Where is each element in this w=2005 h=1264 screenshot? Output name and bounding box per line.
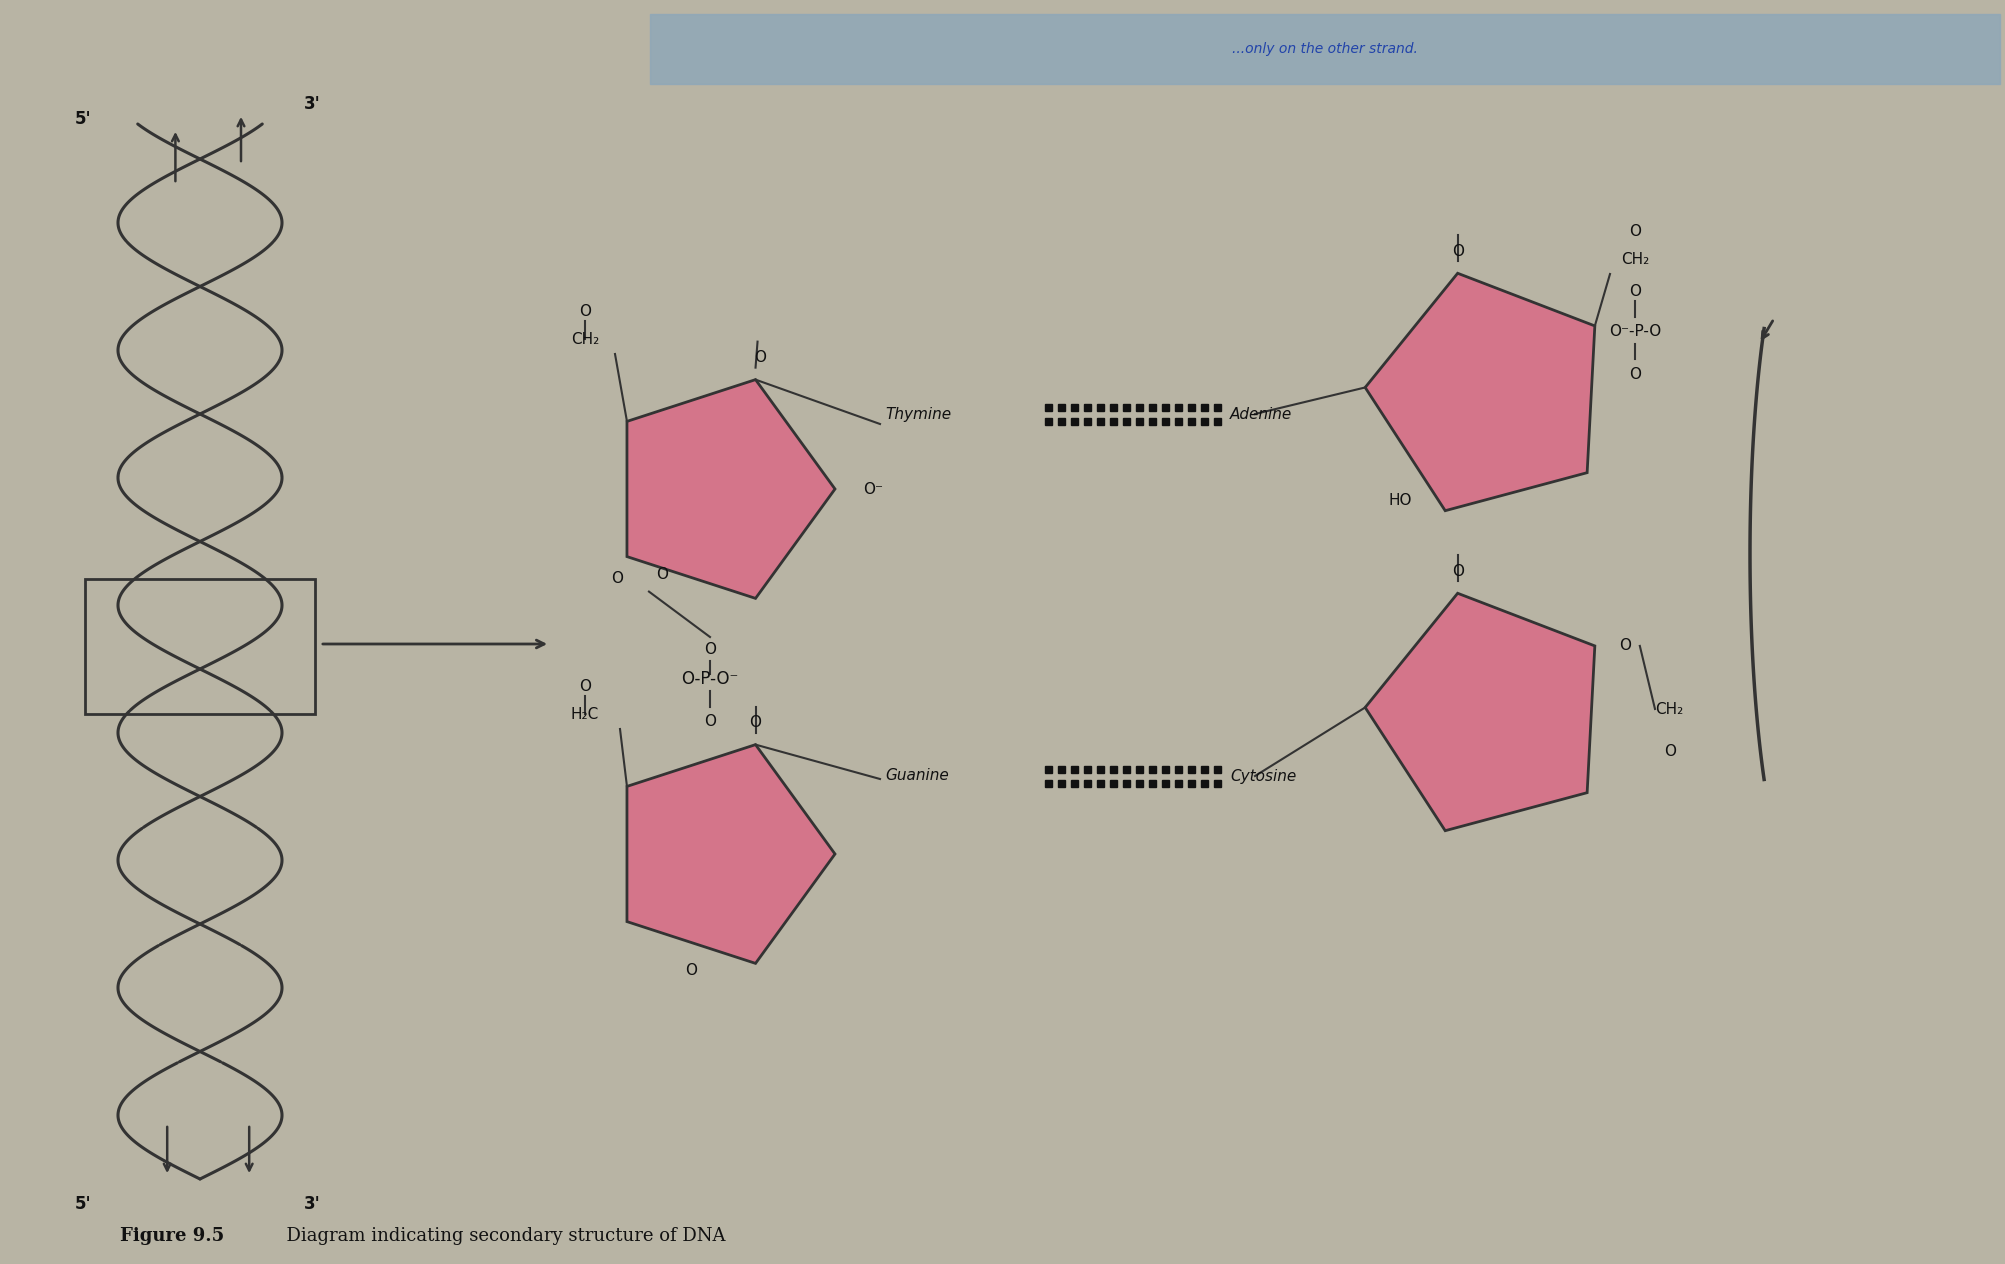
Bar [1135, 766, 1143, 772]
Bar [1071, 780, 1077, 786]
Text: H₂C: H₂C [571, 707, 599, 722]
Bar [1213, 766, 1221, 772]
Polygon shape [1365, 593, 1594, 830]
Text: O: O [1618, 638, 1630, 653]
Bar [1057, 766, 1065, 772]
Bar [1161, 403, 1169, 411]
Text: Guanine: Guanine [884, 769, 948, 784]
Bar [1123, 766, 1129, 772]
Text: O: O [686, 963, 698, 978]
Text: O: O [1628, 283, 1640, 298]
Text: O⁻-P-O: O⁻-P-O [1608, 324, 1660, 339]
Bar [1213, 780, 1221, 786]
Bar [1123, 403, 1129, 411]
Bar [1161, 766, 1169, 772]
Bar [1057, 403, 1065, 411]
Bar [1045, 766, 1051, 772]
Text: Diagram indicating secondary structure of DNA: Diagram indicating secondary structure o… [275, 1227, 726, 1245]
Text: O: O [704, 713, 716, 728]
Text: CH₂: CH₂ [1654, 702, 1682, 717]
Bar [1175, 403, 1181, 411]
Text: O: O [754, 350, 766, 365]
Bar [1057, 780, 1065, 786]
Text: O: O [579, 679, 591, 694]
Text: Figure 9.5: Figure 9.5 [120, 1227, 225, 1245]
Text: O: O [704, 642, 716, 656]
Bar [1109, 766, 1117, 772]
Text: Cytosine: Cytosine [1229, 769, 1295, 784]
Bar [1187, 780, 1195, 786]
Text: 5': 5' [74, 110, 92, 128]
Bar [1149, 766, 1155, 772]
Text: 5': 5' [74, 1194, 92, 1213]
Polygon shape [628, 744, 834, 963]
Bar [1149, 780, 1155, 786]
Bar [84, 579, 315, 714]
Bar [1187, 417, 1195, 425]
Bar [1109, 403, 1117, 411]
Bar [1201, 403, 1207, 411]
Bar [1097, 766, 1103, 772]
Text: O⁻: O⁻ [862, 482, 882, 497]
Bar [1123, 417, 1129, 425]
Bar [1057, 417, 1065, 425]
Text: 3': 3' [303, 95, 321, 112]
Text: O: O [1452, 564, 1464, 579]
Polygon shape [628, 379, 834, 598]
Bar [1071, 417, 1077, 425]
Bar [1083, 766, 1091, 772]
Text: O: O [579, 303, 591, 319]
Text: O-P-O⁻: O-P-O⁻ [682, 670, 738, 688]
Bar [1187, 766, 1195, 772]
Bar [1083, 403, 1091, 411]
Bar [1175, 780, 1181, 786]
Bar [1149, 403, 1155, 411]
Bar [650, 14, 1999, 83]
Text: O: O [1452, 244, 1464, 259]
Text: O: O [750, 715, 762, 731]
Bar [1135, 417, 1143, 425]
Bar [1201, 780, 1207, 786]
Bar [1175, 766, 1181, 772]
Text: Adenine: Adenine [1229, 407, 1291, 421]
Text: O: O [1628, 367, 1640, 382]
Polygon shape [1365, 273, 1594, 511]
Bar [1161, 780, 1169, 786]
Bar [1045, 403, 1051, 411]
Bar [1109, 417, 1117, 425]
Text: O: O [612, 571, 624, 586]
Bar [1175, 417, 1181, 425]
Bar [1213, 403, 1221, 411]
Bar [1187, 403, 1195, 411]
Bar [1083, 417, 1091, 425]
Bar [1135, 780, 1143, 786]
Bar [1097, 780, 1103, 786]
Bar [1083, 780, 1091, 786]
Bar [1135, 403, 1143, 411]
Text: ...only on the other strand.: ...only on the other strand. [1231, 42, 1418, 56]
Bar [1109, 780, 1117, 786]
Text: CH₂: CH₂ [571, 331, 599, 346]
Bar [1201, 766, 1207, 772]
Text: CH₂: CH₂ [1620, 252, 1648, 267]
Bar [1071, 766, 1077, 772]
Text: O: O [1664, 743, 1674, 758]
Bar [1123, 780, 1129, 786]
Text: O: O [1628, 224, 1640, 239]
Bar [1161, 417, 1169, 425]
Bar [1045, 417, 1051, 425]
Bar [1045, 780, 1051, 786]
Bar [1071, 403, 1077, 411]
Bar [1201, 417, 1207, 425]
Bar [1213, 417, 1221, 425]
Bar [1097, 417, 1103, 425]
Text: HO: HO [1387, 493, 1412, 508]
Text: O: O [656, 568, 668, 583]
Bar [1149, 417, 1155, 425]
Text: Thymine: Thymine [884, 407, 950, 421]
Bar [1097, 403, 1103, 411]
Text: 3': 3' [303, 1194, 321, 1213]
